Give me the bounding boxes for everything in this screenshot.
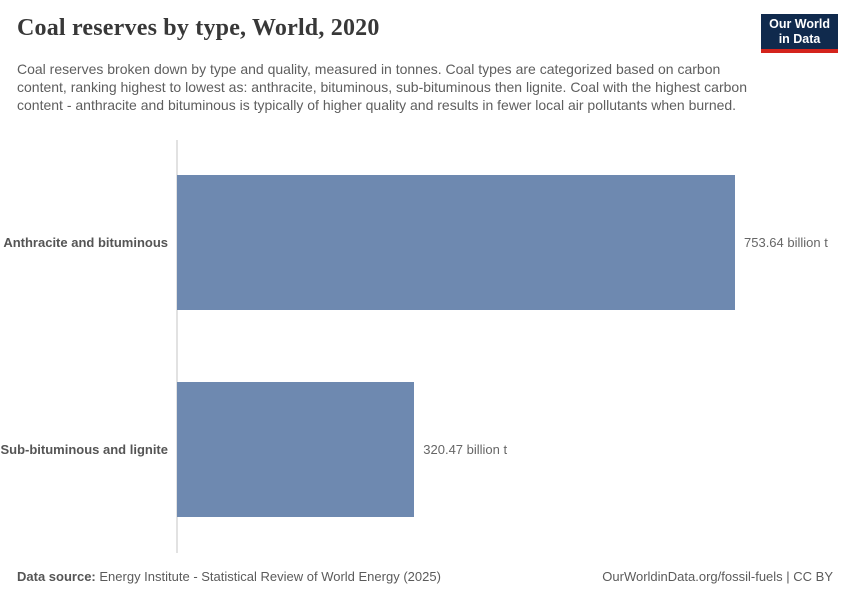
page-title: Coal reserves by type, World, 2020	[17, 15, 380, 41]
bar-value-sub-bituminous-and-lignite: 320.47 billion t	[423, 442, 508, 457]
bar-chart: Anthracite and bituminous 753.64 billion…	[0, 140, 850, 553]
data-source-note: Data source: Energy Institute - Statisti…	[17, 569, 441, 585]
bar-label-anthracite-and-bituminous: Anthracite and bituminous	[3, 235, 168, 250]
bar-value-anthracite-and-bituminous: 753.64 billion t	[744, 235, 828, 250]
bar-label-sub-bituminous-and-lignite: Sub-bituminous and lignite	[0, 442, 168, 457]
y-axis-line	[176, 140, 178, 553]
owid-logo: Our World in Data	[761, 14, 838, 53]
data-source-label: Data source:	[17, 569, 96, 584]
bar-anthracite-and-bituminous[interactable]	[177, 175, 735, 310]
license-link[interactable]: OurWorldinData.org/fossil-fuels | CC BY	[602, 569, 833, 584]
owid-logo-line1: Our World	[769, 17, 830, 31]
owid-logo-line2: in Data	[778, 32, 821, 46]
bar-sub-bituminous-and-lignite[interactable]	[177, 382, 415, 517]
chart-subtitle: Coal reserves broken down by type and qu…	[17, 61, 747, 113]
data-source-value[interactable]: Energy Institute - Statistical Review of…	[99, 569, 441, 584]
